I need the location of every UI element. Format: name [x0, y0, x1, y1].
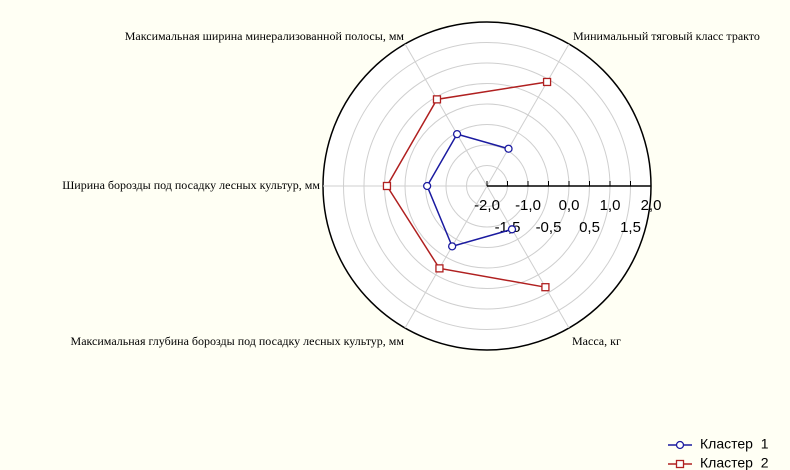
- spoke: [486, 185, 570, 329]
- spoke: [404, 185, 488, 329]
- point: [452, 130, 462, 139]
- r-tick-label: 2,0: [641, 197, 662, 214]
- axis-label: Ширина борозды под посадку лесных культу…: [62, 178, 320, 192]
- r-tick-label: 0,0: [559, 197, 580, 214]
- point: [447, 242, 457, 251]
- r-tick-label: 0,5: [579, 219, 600, 236]
- point: [432, 95, 442, 104]
- legend-label: Кластер 2: [700, 455, 769, 470]
- point: [504, 144, 513, 153]
- point: [542, 77, 552, 87]
- r-tick-label: 1,0: [600, 197, 621, 214]
- r-tick-label: -0,5: [536, 219, 562, 236]
- axis-label: Максимальная глубина борозды под посадку…: [71, 334, 405, 348]
- legend-marker: [675, 459, 685, 469]
- spoke: [404, 43, 488, 187]
- point: [507, 225, 517, 234]
- point: [435, 264, 444, 273]
- spoke: [486, 43, 570, 187]
- axis-label: Масса, кг: [572, 334, 621, 348]
- point: [541, 283, 550, 292]
- point: [422, 181, 432, 191]
- r-tick-label: 1,5: [620, 219, 641, 236]
- axis-label: Максимальная ширина минерализованной пол…: [125, 29, 405, 43]
- axis-label: Минимальный тяговый класс тракто: [573, 29, 760, 43]
- r-tick-label: -1,0: [515, 197, 541, 214]
- legend-marker: [675, 440, 685, 450]
- r-tick-label: -2,0: [474, 197, 500, 214]
- point: [382, 181, 392, 191]
- legend-label: Кластер 1: [700, 436, 769, 452]
